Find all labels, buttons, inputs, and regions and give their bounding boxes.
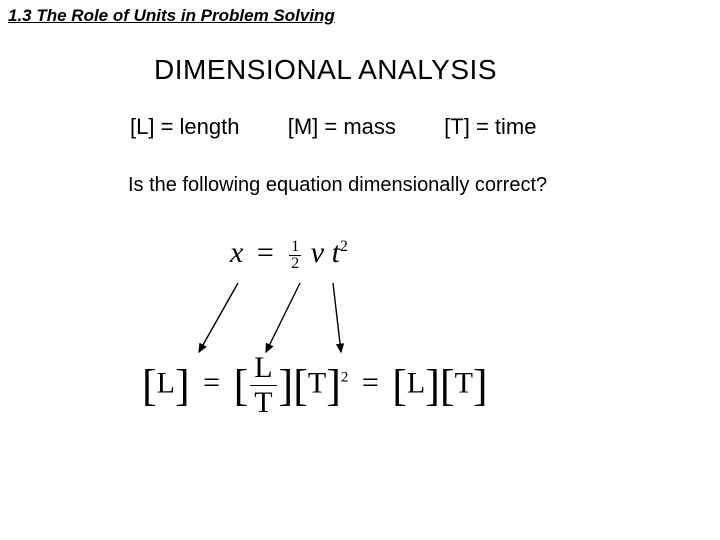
dim-T-squared: [T]2 [293, 366, 348, 406]
dim-time: [T] = time [444, 114, 536, 140]
dim-rhs-T: [T] [440, 366, 488, 406]
bracket-close-icon: ] [326, 366, 341, 406]
arrow-line [199, 283, 238, 352]
eq1-equals: = [257, 236, 274, 269]
question-text: Is the following equation dimensionally … [128, 174, 547, 197]
eq1-exp: 2 [340, 238, 348, 255]
dim-L-over-T: [LT] [234, 353, 294, 418]
arrow-line [333, 283, 341, 352]
bracket-open-icon: [ [293, 366, 308, 406]
eq1-fraction-half: 1 2 [289, 239, 301, 272]
dim-equals-1: = [203, 366, 220, 399]
eq1-t: t [332, 236, 340, 269]
dim-equals-2: = [362, 366, 379, 399]
arrow-line [266, 283, 300, 352]
dim-rhs-L: [L] [392, 366, 440, 406]
bracket-open-icon: [ [440, 366, 455, 406]
eq1-v: v [311, 236, 324, 269]
bracket-open-icon: [ [392, 366, 407, 406]
bracket-open-icon: [ [142, 366, 157, 406]
bracket-close-icon: ] [175, 366, 190, 406]
dim-length: [L] = length [130, 114, 239, 140]
dim-frac-L: L [250, 353, 276, 386]
eq1-frac-den: 2 [289, 256, 301, 272]
dim-frac-T: T [250, 386, 276, 418]
section-header: 1.3 The Role of Units in Problem Solving [8, 6, 335, 26]
equation-kinematics: x = 1 2 v t2 [230, 236, 348, 272]
equation-dimensions: [L] = [LT] [T]2 = [L] [T] [142, 353, 488, 418]
slide-title: DIMENSIONAL ANALYSIS [154, 54, 497, 86]
dim-rhs-T-letter: T [455, 366, 473, 399]
dim-lhs: [L] [142, 366, 190, 406]
dim-lhs-L: L [157, 366, 175, 399]
eq1-lhs: x [230, 236, 243, 269]
bracket-open-icon: [ [234, 366, 249, 406]
dim-mass: [M] = mass [288, 114, 396, 140]
dim-T-exp: 2 [341, 369, 349, 385]
eq1-frac-num: 1 [289, 239, 301, 256]
dim-rhs-L-letter: L [407, 366, 425, 399]
slide: 1.3 The Role of Units in Problem Solving… [0, 0, 720, 540]
dimension-definitions: [L] = length [M] = mass [T] = time [130, 114, 536, 140]
dim-frac-LT: LT [250, 353, 276, 418]
bracket-close-icon: ] [473, 366, 488, 406]
bracket-close-icon: ] [279, 366, 294, 406]
dim-T: T [308, 366, 326, 399]
bracket-close-icon: ] [425, 366, 440, 406]
